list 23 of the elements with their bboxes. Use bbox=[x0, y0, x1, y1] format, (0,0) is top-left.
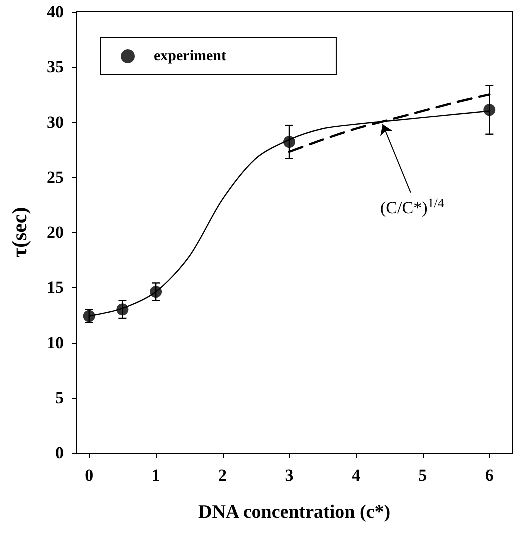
x-tick-label: 1 bbox=[152, 466, 160, 485]
x-tick-label: 2 bbox=[218, 466, 228, 485]
y-tick-label: 10 bbox=[47, 333, 64, 352]
x-tick-label: 4 bbox=[352, 466, 361, 485]
y-tick-label: 0 bbox=[56, 444, 64, 462]
x-tick-label: 6 bbox=[485, 466, 494, 485]
x-tick-label: 0 bbox=[85, 466, 94, 485]
y-tick-label: 30 bbox=[47, 112, 64, 132]
legend-label: experiment bbox=[154, 48, 226, 64]
y-tick-label: 20 bbox=[47, 223, 64, 242]
y-tick-label: 35 bbox=[47, 58, 64, 77]
y-axis-title: τ(sec) bbox=[8, 207, 32, 258]
y-tick-label: 5 bbox=[56, 388, 64, 408]
x-tick-label: 3 bbox=[285, 466, 294, 485]
x-tick-label: 5 bbox=[418, 466, 428, 485]
point bbox=[116, 304, 129, 316]
y-tick-label: 25 bbox=[47, 168, 64, 187]
point bbox=[484, 104, 496, 116]
y-tick-label: 15 bbox=[47, 278, 64, 298]
point bbox=[284, 136, 296, 148]
x-axis-title: DNA concentration (c*) bbox=[198, 502, 391, 523]
y-tick-label: 40 bbox=[47, 2, 64, 22]
point bbox=[150, 286, 162, 298]
